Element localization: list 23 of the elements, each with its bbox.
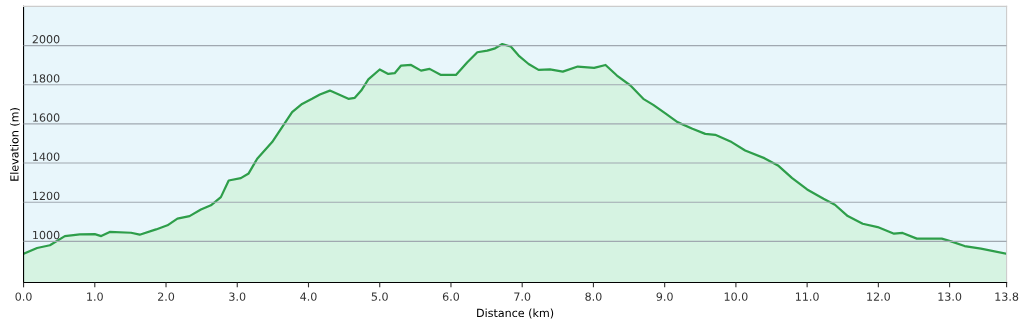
- x-tick-label: 12.0: [867, 292, 890, 301]
- y-tick-label: 2000: [32, 35, 60, 44]
- x-axis-title: Distance (km): [477, 308, 554, 319]
- y-axis-title: Elevation (m): [10, 108, 20, 181]
- x-tick-label: 4.0: [300, 292, 317, 301]
- y-tick-label: 1800: [33, 74, 60, 83]
- x-tick-label: 0.0: [15, 292, 32, 301]
- y-tick-label: 1000: [33, 230, 60, 240]
- x-tick-label: 13.0: [938, 292, 962, 301]
- x-tick-label: 3.0: [229, 292, 246, 301]
- x-tick-label: 1.0: [87, 292, 103, 301]
- y-tick-label: 1200: [33, 191, 60, 201]
- x-tick-label: 11.0: [795, 292, 819, 301]
- x-tick-label: 6.0: [442, 292, 460, 301]
- y-tick-label: 1600: [33, 113, 60, 122]
- x-tick-label: 13.8: [995, 292, 1019, 301]
- x-tick-label: 10.0: [724, 292, 748, 301]
- x-tick-label: 9.0: [656, 292, 673, 301]
- y-tick-label: 1400: [33, 152, 60, 161]
- x-tick-label: 5.0: [371, 292, 388, 301]
- x-tick-label: 7.0: [514, 292, 531, 301]
- x-tick-label: 2.0: [158, 292, 175, 301]
- x-tick-label: 8.0: [585, 292, 602, 301]
